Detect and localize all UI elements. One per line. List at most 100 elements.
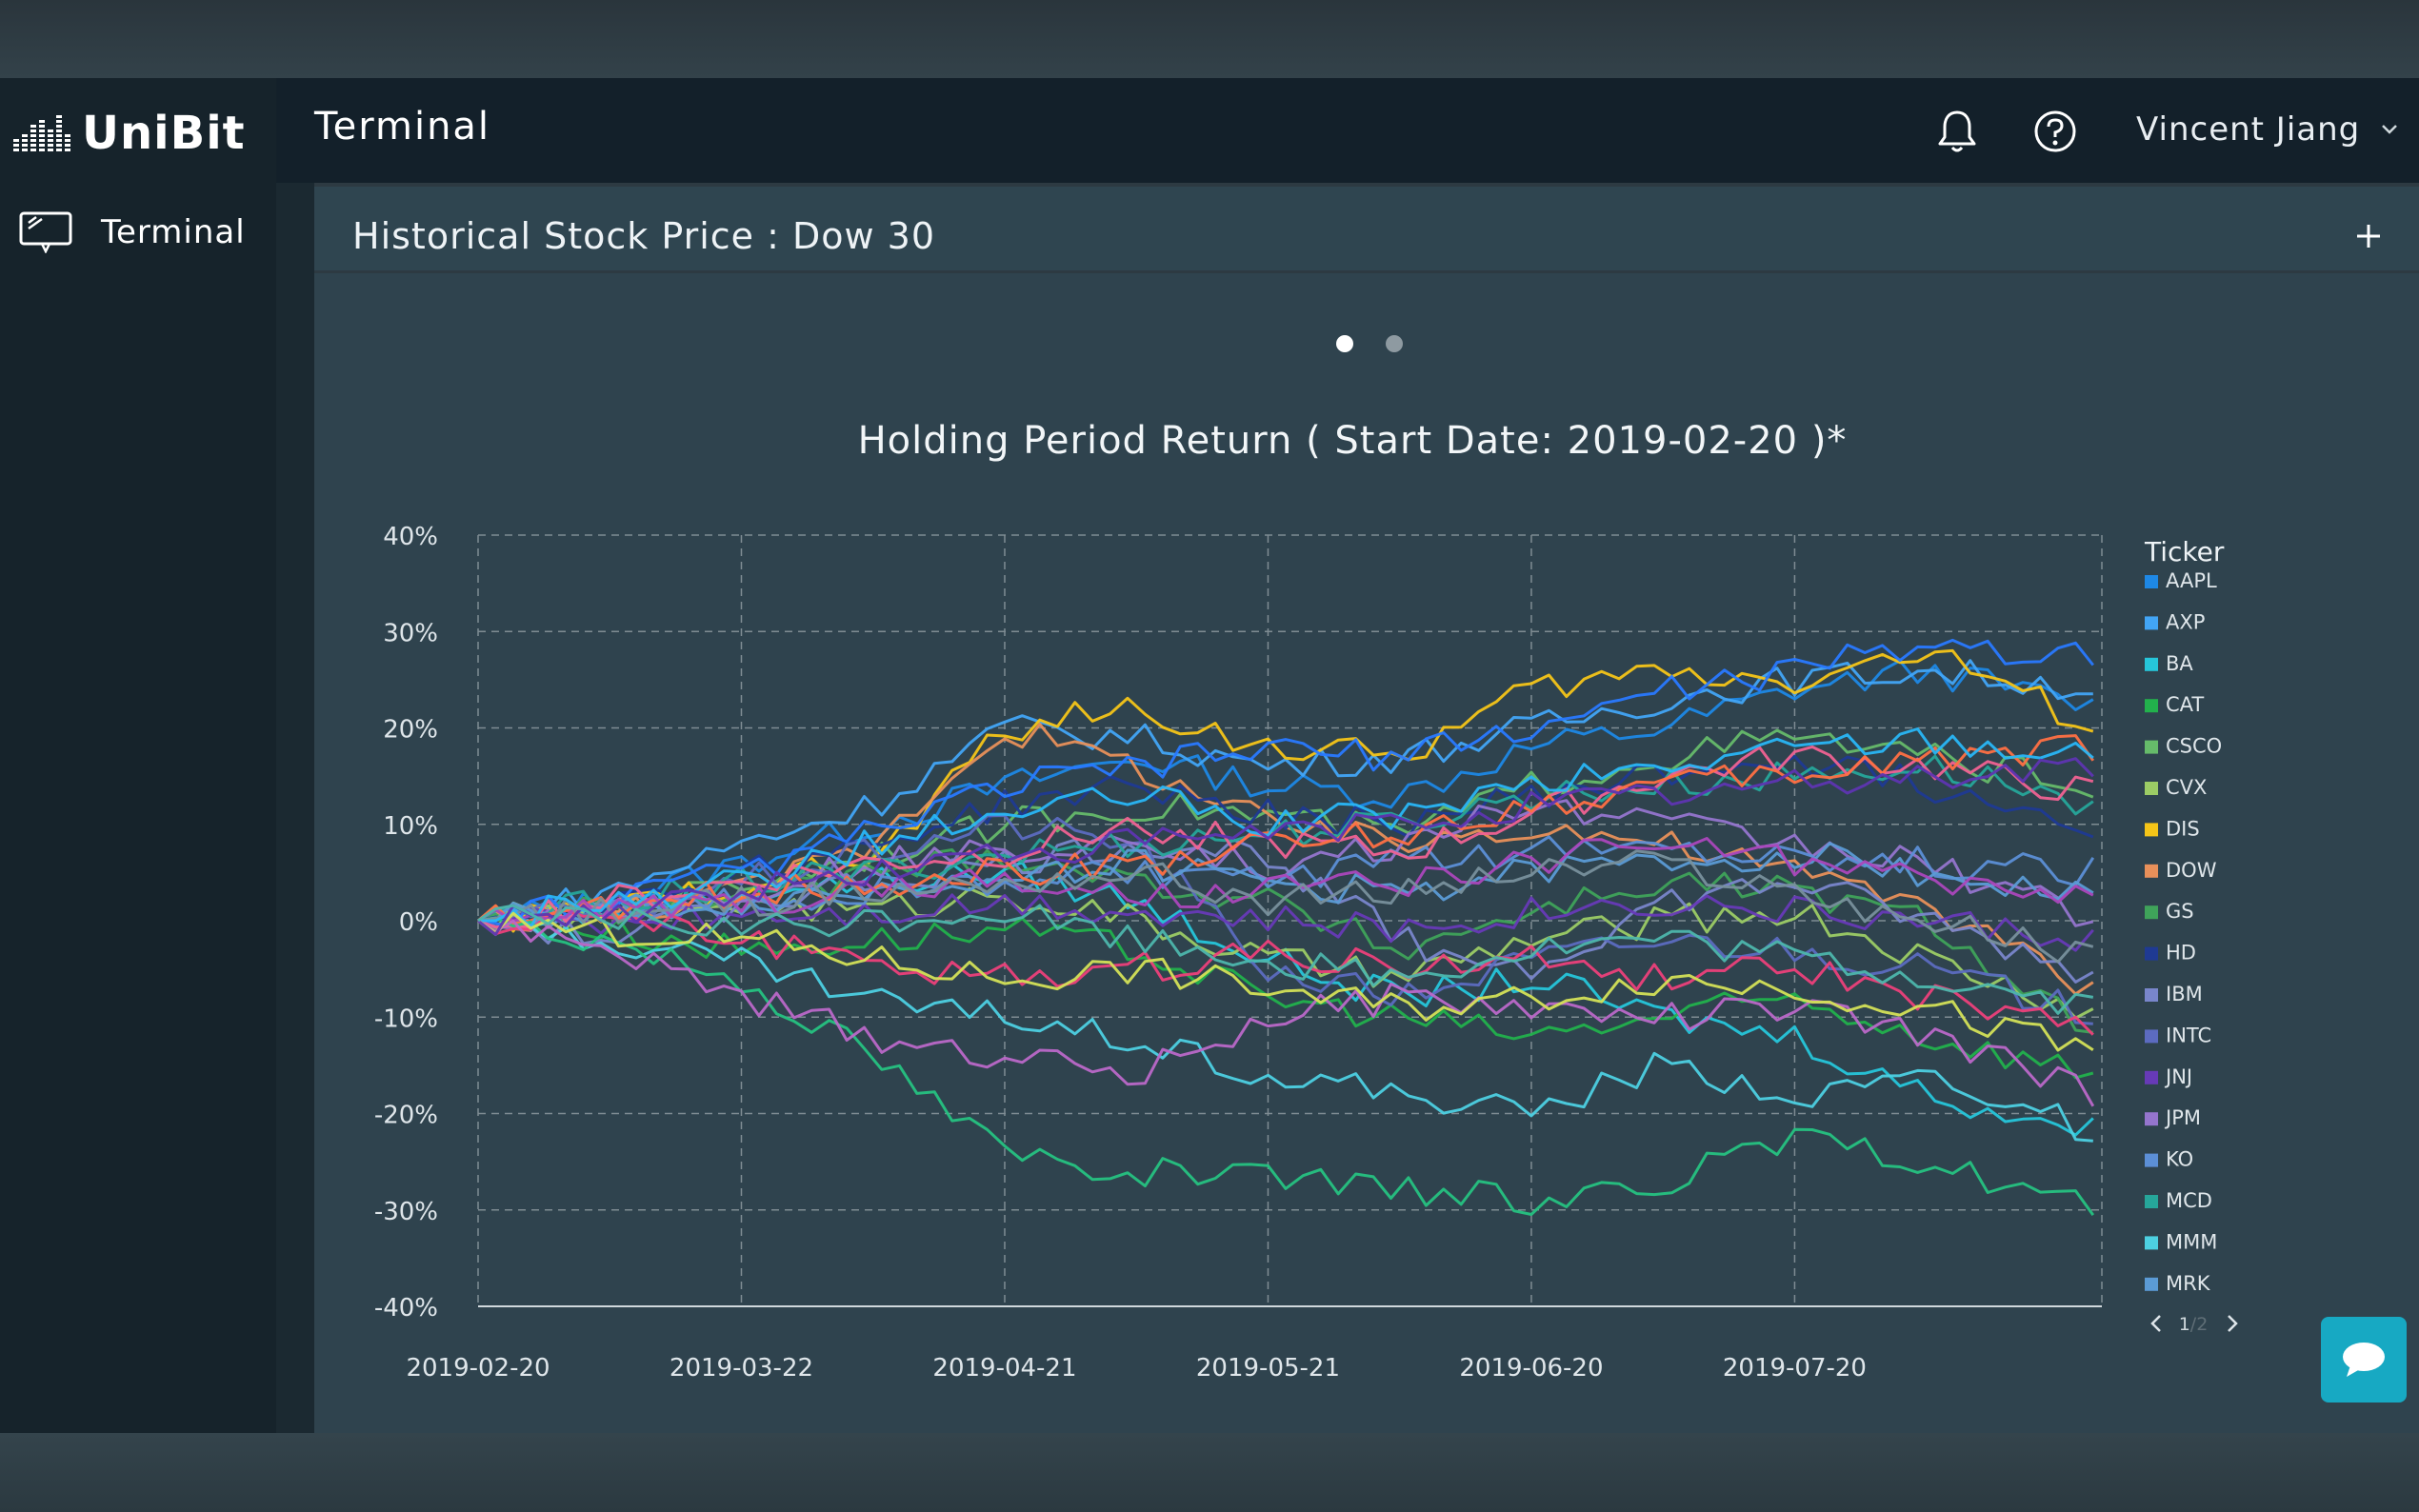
legend-swatch-mcd bbox=[2145, 1195, 2158, 1208]
x-tick-label: 2019-07-20 bbox=[1723, 1354, 1867, 1383]
legend-swatch-cvx bbox=[2145, 782, 2158, 795]
x-tick-label: 2019-06-20 bbox=[1459, 1354, 1603, 1383]
legend-page-total: /2 bbox=[2190, 1314, 2209, 1335]
series-line-aapl bbox=[477, 659, 2094, 923]
brand-name: UniBit bbox=[82, 107, 246, 160]
monitor-icon bbox=[19, 211, 72, 253]
series-line-mmm bbox=[477, 911, 2093, 1143]
chat-button[interactable] bbox=[2321, 1317, 2407, 1403]
chart-title: Holding Period Return ( Start Date: 2019… bbox=[857, 419, 1848, 463]
legend-prev-icon[interactable] bbox=[2150, 1315, 2161, 1332]
legend-swatch-axp bbox=[2145, 616, 2158, 630]
sidebar-item-label: Terminal bbox=[101, 213, 246, 251]
legend-item-hd: HD bbox=[2166, 942, 2196, 965]
legend-swatch-dow bbox=[2145, 864, 2158, 878]
series-line-msft bbox=[477, 638, 2094, 930]
bell-icon bbox=[1938, 110, 1976, 152]
y-tick-label: 0% bbox=[399, 908, 438, 937]
legend-swatch-mrk bbox=[2145, 1277, 2158, 1291]
y-tick-label: -30% bbox=[374, 1198, 438, 1226]
y-tick-label: -10% bbox=[374, 1005, 438, 1033]
series-line-xom bbox=[477, 904, 2094, 1015]
screen-frame-top bbox=[0, 0, 2419, 78]
top-bar bbox=[276, 78, 2419, 183]
legend-swatch-mmm bbox=[2145, 1236, 2158, 1250]
legend-item-cat: CAT bbox=[2166, 693, 2204, 716]
legend-item-dow: DOW bbox=[2166, 859, 2217, 882]
y-tick-label: 10% bbox=[383, 812, 438, 841]
series-line-nke bbox=[477, 745, 2094, 929]
x-tick-label: 2019-03-22 bbox=[670, 1354, 813, 1383]
series-line-pfe bbox=[477, 908, 2094, 1036]
page-title: Terminal bbox=[314, 105, 491, 149]
help-icon bbox=[2034, 110, 2076, 152]
legend-swatch-jpm bbox=[2145, 1112, 2158, 1126]
legend-item-aapl: AAPL bbox=[2166, 569, 2217, 592]
chevron-down-icon bbox=[2382, 125, 2398, 134]
series-line-v bbox=[478, 727, 2094, 929]
y-tick-label: -20% bbox=[374, 1102, 438, 1130]
carousel-dot-1[interactable] bbox=[1336, 335, 1353, 352]
help-button[interactable] bbox=[2033, 109, 2077, 157]
legend-item-mcd: MCD bbox=[2166, 1189, 2212, 1212]
legend-item-ba: BA bbox=[2166, 652, 2193, 675]
legend-swatch-csco bbox=[2145, 740, 2158, 754]
series-line-utx bbox=[477, 849, 2094, 964]
sidebar-item-terminal[interactable]: Terminal bbox=[19, 211, 246, 253]
legend-swatch-intc bbox=[2145, 1029, 2158, 1044]
x-tick-label: 2019-02-20 bbox=[406, 1354, 550, 1383]
sidebar-edge bbox=[276, 183, 314, 1433]
legend-swatch-ko bbox=[2145, 1153, 2158, 1167]
series-line-csco bbox=[477, 728, 2094, 930]
holding-return-chart: 40% 30% 20% 10% 0% -10% -20% -30% -40% 2019-02-20… bbox=[374, 523, 2238, 1383]
legend-swatch-gs bbox=[2145, 905, 2158, 920]
x-tick-label: 2019-05-21 bbox=[1196, 1354, 1340, 1383]
x-tick-label: 2019-04-21 bbox=[932, 1354, 1076, 1383]
add-panel-button[interactable] bbox=[2354, 217, 2383, 257]
legend-item-axp: AXP bbox=[2166, 610, 2205, 633]
series-line-mcd bbox=[477, 754, 2094, 923]
y-tick-label: -40% bbox=[374, 1294, 438, 1323]
legend-swatch-ibm bbox=[2145, 988, 2158, 1002]
legend-swatch-cat bbox=[2145, 699, 2158, 713]
legend-swatch-jnj bbox=[2145, 1070, 2158, 1084]
legend-item-dis: DIS bbox=[2166, 817, 2200, 840]
legend-item-mrk: MRK bbox=[2166, 1272, 2211, 1295]
user-menu[interactable]: Vincent Jiang bbox=[2136, 110, 2398, 149]
equalizer-logo-icon bbox=[13, 115, 70, 151]
sidebar bbox=[0, 78, 276, 1433]
series-line-trv bbox=[477, 837, 2094, 923]
legend-item-ko: KO bbox=[2166, 1148, 2193, 1171]
series-line-wmt bbox=[477, 757, 2094, 936]
legend-item-jpm: JPM bbox=[2164, 1106, 2201, 1129]
series-line-wba bbox=[477, 911, 2094, 1052]
legend-item-gs: GS bbox=[2166, 900, 2194, 923]
legend-swatch-aapl bbox=[2145, 575, 2158, 588]
legend-item-ibm: IBM bbox=[2166, 983, 2203, 1005]
brand-logo[interactable]: UniBit bbox=[13, 107, 246, 160]
y-tick-label: 30% bbox=[383, 619, 438, 647]
chat-bubble-icon bbox=[2343, 1343, 2385, 1377]
legend-swatch-ba bbox=[2145, 657, 2158, 671]
legend-page-current: 1 bbox=[2179, 1314, 2190, 1335]
series-line-jnj bbox=[477, 893, 2094, 952]
legend-item-csco: CSCO bbox=[2166, 735, 2222, 758]
user-name: Vincent Jiang bbox=[2136, 110, 2361, 149]
legend-item-intc: INTC bbox=[2166, 1024, 2211, 1046]
y-tick-label: 40% bbox=[383, 523, 438, 551]
legend-title: Ticker bbox=[2144, 536, 2225, 567]
notifications-button[interactable] bbox=[1937, 109, 1977, 158]
panel-header bbox=[314, 187, 2419, 270]
legend-swatch-hd bbox=[2145, 946, 2158, 961]
series-line-unh bbox=[477, 916, 2095, 1216]
carousel-dot-2[interactable] bbox=[1386, 335, 1403, 352]
legend-item-mmm: MMM bbox=[2166, 1230, 2217, 1253]
plus-icon bbox=[2357, 225, 2380, 248]
screen-frame-bottom bbox=[0, 1433, 2419, 1512]
legend-page-indicator: 1/2 bbox=[2179, 1314, 2209, 1335]
legend-swatch-dis bbox=[2145, 823, 2158, 837]
series-line-hd bbox=[477, 754, 2094, 923]
legend-item-jnj: JNJ bbox=[2164, 1065, 2192, 1088]
legend-next-icon[interactable] bbox=[2228, 1315, 2238, 1332]
